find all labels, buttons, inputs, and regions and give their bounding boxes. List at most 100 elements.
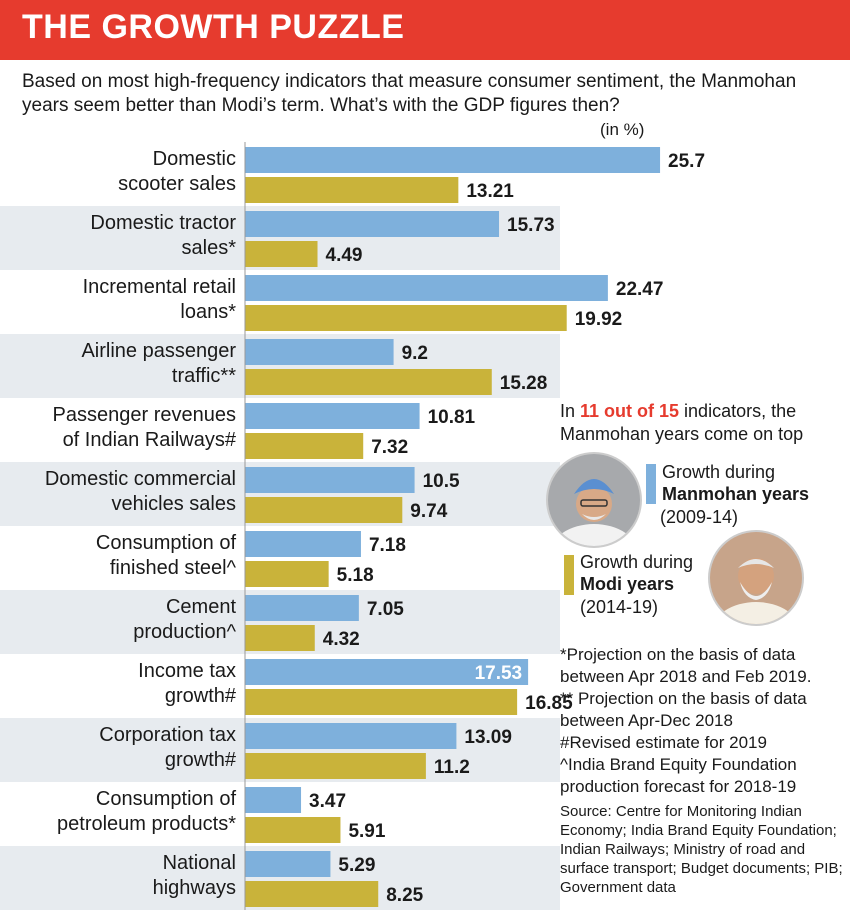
modi-value-label-5: 9.74 [410, 501, 447, 522]
category-label-3-1: traffic** [172, 365, 236, 387]
footnote-1: *Projection on the basis of data between… [560, 645, 812, 686]
manmohan-bar-5 [245, 467, 415, 493]
modi-bar-3 [245, 369, 492, 395]
category-label-11-0: National [163, 852, 236, 874]
legend-text-modi: Growth during Modi years [580, 551, 693, 595]
category-label-2-0: Incremental retail [83, 276, 236, 298]
highlight-pre: In [560, 401, 581, 421]
modi-bar-5 [245, 497, 403, 523]
category-label-5-1: vehicles sales [111, 493, 236, 515]
category-label-1-1: sales* [182, 237, 237, 259]
category-label-0-1: scooter sales [118, 173, 236, 195]
footnote-4: ^India Brand Equity Foundation productio… [560, 755, 797, 796]
highlight-text: In 11 out of 15 indicators, the Manmohan… [560, 400, 830, 446]
category-label-9-0: Corporation tax [99, 724, 236, 746]
modi-value-label-2: 19.92 [575, 309, 623, 330]
legend-manmohan-line2: Manmohan years [662, 483, 809, 505]
category-label-6-1: finished steel^ [110, 557, 237, 579]
footnote-3: #Revised estimate for 2019 [560, 733, 767, 752]
manmohan-value-label-8: 17.53 [475, 663, 523, 684]
modi-portrait [708, 530, 804, 626]
legend-manmohan-line1: Growth during [662, 462, 776, 482]
legend-text-manmohan: Growth during Manmohan years [662, 461, 809, 505]
legend-modi-line1: Growth during [580, 552, 694, 572]
legend-manmohan-bold: Manmohan years [662, 484, 810, 504]
modi-value-label-7: 4.32 [323, 629, 360, 650]
category-label-3-0: Airline passenger [81, 340, 236, 362]
manmohan-value-label-11: 5.29 [338, 855, 375, 876]
manmohan-value-label-4: 10.81 [428, 407, 476, 428]
manmohan-bar-8 [245, 659, 529, 685]
manmohan-bar-3 [245, 339, 394, 365]
legend-swatch-manmohan [646, 464, 656, 504]
category-label-7-0: Cement [166, 596, 236, 618]
highlight-post: indicators, the Manmohan years come on t… [560, 401, 804, 444]
manmohan-value-label-6: 7.18 [369, 535, 406, 556]
manmohan-value-label-3: 9.2 [402, 343, 428, 364]
modi-bar-7 [245, 625, 315, 651]
modi-value-label-4: 7.32 [371, 437, 408, 458]
unit-label: (in %) [600, 120, 645, 139]
modi-value-label-8: 16.85 [525, 693, 573, 714]
modi-value-label-1: 4.49 [326, 245, 363, 266]
modi-value-label-11: 8.25 [386, 885, 423, 906]
modi-bar-11 [245, 881, 379, 907]
manmohan-value-label-7: 7.05 [367, 599, 404, 620]
manmohan-bar-0 [245, 147, 661, 173]
category-label-8-0: Income tax [138, 660, 236, 682]
legend-modi-bold: Modi years [580, 574, 675, 594]
modi-bar-4 [245, 433, 364, 459]
category-label-9-1: growth# [165, 749, 237, 771]
manmohan-bar-10 [245, 787, 302, 813]
manmohan-bar-6 [245, 531, 361, 557]
chart-title: THE GROWTH PUZZLE [22, 8, 405, 46]
category-label-4-0: Passenger revenues [53, 404, 236, 426]
footnotes: *Projection on the basis of data between… [560, 644, 845, 798]
footnote-2: ** Projection on the basis of data betwe… [560, 689, 807, 730]
category-label-2-1: loans* [180, 301, 236, 323]
category-label-11-1: highways [153, 877, 236, 899]
manmohan-value-label-1: 15.73 [507, 215, 555, 236]
chart-subtitle: Based on most high-frequency indicators … [22, 71, 797, 116]
modi-bar-0 [245, 177, 459, 203]
category-label-1-0: Domestic tractor [90, 212, 236, 234]
legend-modi-line2: Modi years [580, 573, 693, 595]
manmohan-bar-2 [245, 275, 608, 301]
manmohan-portrait [546, 452, 642, 548]
manmohan-bar-7 [245, 595, 359, 621]
source-note: Source: Centre for Monitoring Indian Eco… [560, 803, 843, 896]
manmohan-bar-1 [245, 211, 500, 237]
modi-bar-9 [245, 753, 426, 779]
modi-value-label-0: 13.21 [466, 181, 514, 202]
category-label-10-1: petroleum products* [57, 813, 236, 835]
manmohan-bar-11 [245, 851, 331, 877]
modi-bar-2 [245, 305, 567, 331]
legend-swatch-modi [564, 555, 574, 595]
category-label-8-1: growth# [165, 685, 237, 707]
modi-bar-1 [245, 241, 318, 267]
category-label-5-0: Domestic commercial [45, 468, 236, 490]
category-label-4-1: of Indian Railways# [63, 429, 237, 451]
modi-bar-6 [245, 561, 329, 587]
modi-bar-8 [245, 689, 518, 715]
legend-period-manmohan: (2009-14) [660, 507, 739, 527]
category-label-6-0: Consumption of [96, 532, 237, 554]
title-bar: THE GROWTH PUZZLE [0, 0, 850, 60]
category-label-7-1: production^ [133, 621, 236, 643]
manmohan-value-label-5: 10.5 [423, 471, 460, 492]
category-label-0-0: Domestic [153, 148, 236, 170]
highlight-emphasis: 11 out of 15 [580, 401, 680, 421]
modi-value-label-6: 5.18 [337, 565, 374, 586]
manmohan-value-label-0: 25.7 [668, 151, 705, 172]
legend-period-modi: (2014-19) [580, 597, 659, 617]
manmohan-bar-9 [245, 723, 457, 749]
modi-value-label-9: 11.2 [434, 757, 470, 778]
manmohan-value-label-9: 13.09 [464, 727, 512, 748]
manmohan-bar-4 [245, 403, 420, 429]
category-label-10-0: Consumption of [96, 788, 237, 810]
manmohan-value-label-2: 22.47 [616, 279, 664, 300]
modi-value-label-10: 5.91 [348, 821, 385, 842]
modi-value-label-3: 15.28 [500, 373, 548, 394]
manmohan-value-label-10: 3.47 [309, 791, 346, 812]
